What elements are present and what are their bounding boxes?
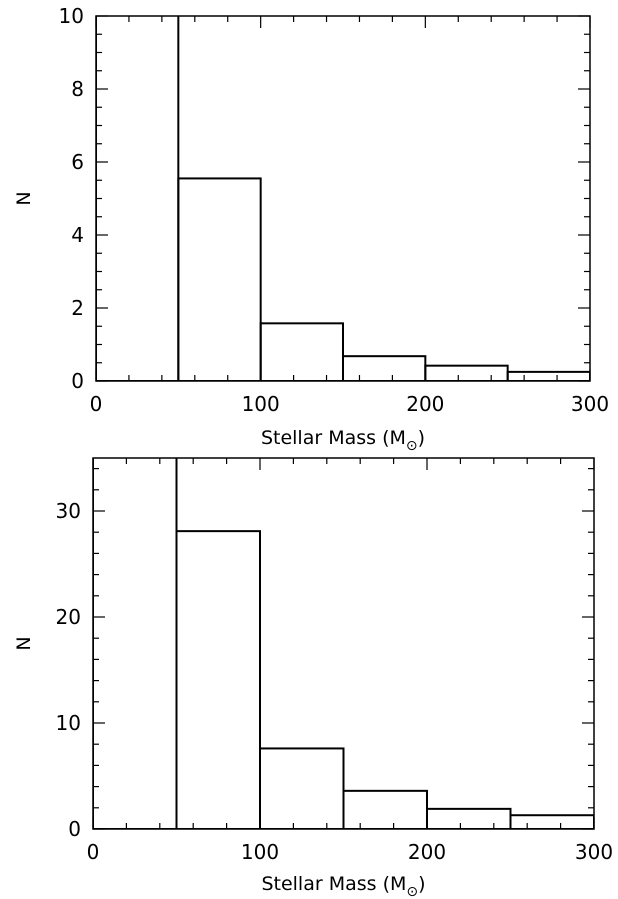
y-tick-label: 10 [56,711,81,735]
histogram-bar [259,322,344,381]
histogram-bar [426,807,512,829]
x-tick-label: 200 [408,840,446,864]
histogram-bar [175,530,261,829]
histogram-bars [93,458,594,829]
histogram-bar [509,814,594,829]
y-tick-label: 30 [56,499,81,523]
bottom-histogram-panel: 0 100 200 300 0 10 20 30 Stellar Mass (M⊙) N [13,457,613,899]
x-tick-label: 300 [575,840,613,864]
histogram-bar [342,789,428,829]
y-tick-label: 4 [71,223,84,247]
histogram-bar [424,364,509,381]
histogram-bar [96,16,180,381]
x-tick-label: 0 [87,840,100,864]
y-tick-label: 8 [71,77,84,101]
y-tick-label: 0 [71,369,84,393]
y-tick-label: 6 [71,150,84,174]
x-axis-label: Stellar Mass (M⊙) [261,427,425,454]
top-histogram-panel: 0 100 200 300 0 2 4 6 8 10 Stellar Mass (M⊙) N [13,4,609,454]
histogram-bar [506,370,590,381]
y-axis-label: N [13,636,35,650]
x-tick-label: 100 [241,840,279,864]
plot-frame [92,457,595,830]
histogram-bar [177,177,262,381]
y-tick-label: 20 [56,605,81,629]
x-tick-label: 0 [90,392,103,416]
y-tick-label: 10 [59,4,84,28]
y-axis-label: N [13,191,35,205]
x-axis-label: Stellar Mass (M⊙) [261,873,425,899]
histogram-bar [259,747,345,829]
x-tick-label: 100 [242,392,280,416]
histogram-bar [342,355,427,381]
x-tick-label: 300 [571,392,609,416]
y-tick-label: 0 [68,817,81,841]
histogram-bar [93,458,178,829]
histogram-bars [96,16,590,381]
y-tick-label: 2 [71,296,84,320]
x-tick-label: 200 [406,392,444,416]
